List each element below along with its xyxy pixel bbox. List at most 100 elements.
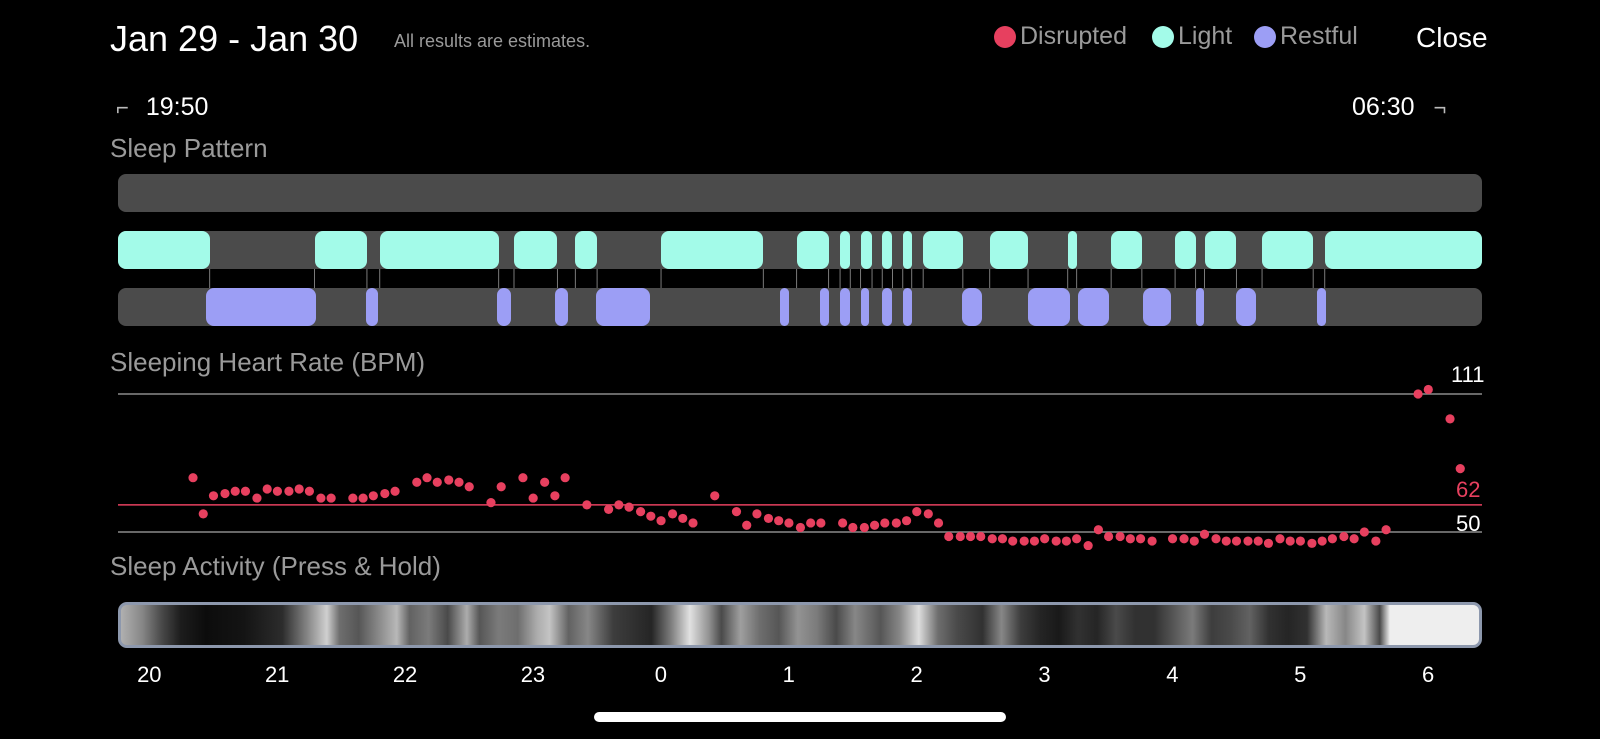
axis-hour-label: 3 bbox=[1038, 662, 1051, 687]
light-segment bbox=[902, 231, 912, 269]
heart-rate-point bbox=[198, 509, 208, 519]
heart-rate-point bbox=[656, 516, 666, 526]
end-time: 06:30 ¬ bbox=[1352, 93, 1446, 122]
heart-rate-point bbox=[965, 531, 976, 542]
heart-rate-point bbox=[731, 507, 742, 517]
heart-rate-point bbox=[294, 484, 304, 494]
heart-rate-point bbox=[816, 518, 826, 528]
heart-rate-point bbox=[646, 511, 656, 521]
restful-segment bbox=[840, 288, 851, 326]
heart-rate-point bbox=[188, 473, 198, 483]
hr-max-label: 111 bbox=[1451, 362, 1485, 387]
sleep-pattern-chart[interactable] bbox=[117, 174, 1482, 326]
heart-rate-point bbox=[1167, 534, 1178, 544]
heart-rate-point bbox=[997, 534, 1008, 544]
restful-dot-icon bbox=[1254, 25, 1276, 48]
light-segment bbox=[661, 231, 764, 269]
axis-hour-label: 4 bbox=[1166, 662, 1179, 687]
heart-rate-point bbox=[614, 500, 624, 510]
heart-rate-point bbox=[304, 486, 314, 496]
heart-rate-point bbox=[1349, 534, 1359, 544]
light-segment bbox=[314, 231, 367, 269]
light-segment bbox=[989, 231, 1029, 269]
legend-label: Restful bbox=[1280, 22, 1358, 50]
heart-rate-point bbox=[635, 507, 646, 517]
restful-segment bbox=[779, 288, 789, 326]
heart-rate-point bbox=[582, 500, 592, 510]
heart-rate-point bbox=[368, 491, 378, 501]
heart-rate-point bbox=[284, 486, 294, 496]
light-dot-icon bbox=[1152, 25, 1174, 48]
heart-rate-point bbox=[1019, 536, 1029, 546]
heart-rate-point bbox=[1147, 536, 1157, 546]
restful-segment bbox=[497, 288, 512, 326]
heart-rate-point bbox=[464, 482, 474, 492]
heart-rate-point bbox=[624, 502, 634, 512]
restful-segment bbox=[1195, 288, 1205, 326]
start-time: ⌐ 19:50 bbox=[116, 93, 208, 122]
heart-rate-point bbox=[252, 493, 262, 503]
sleep-activity-bar[interactable] bbox=[118, 602, 1482, 648]
heart-rate-point bbox=[869, 520, 880, 530]
heart-rate-point bbox=[1115, 531, 1125, 542]
light-segment bbox=[575, 231, 598, 269]
heart-rate-point bbox=[380, 488, 390, 499]
hr-avg-label: 62 bbox=[1456, 477, 1481, 502]
heart-rate-point bbox=[518, 473, 528, 483]
heart-rate-point bbox=[1199, 529, 1210, 539]
heart-rate-point bbox=[806, 518, 816, 528]
heart-rate-point bbox=[1253, 536, 1263, 546]
restful-track bbox=[118, 288, 1482, 326]
heart-rate-point bbox=[1423, 384, 1433, 395]
heart-rate-point bbox=[1455, 464, 1465, 474]
heart-rate-point bbox=[422, 473, 432, 483]
heart-rate-point bbox=[1307, 538, 1317, 548]
heart-rate-point bbox=[1371, 536, 1381, 546]
heart-rate-point bbox=[891, 518, 901, 528]
restful-segment bbox=[860, 288, 870, 326]
restful-segment bbox=[1236, 288, 1256, 326]
heart-rate-point bbox=[230, 486, 240, 496]
heart-rate-point bbox=[1231, 536, 1242, 546]
heart-rate-point bbox=[1359, 527, 1369, 537]
heart-rate-point bbox=[848, 522, 858, 533]
heart-rate-point bbox=[1189, 536, 1199, 546]
heart-rate-point bbox=[795, 522, 806, 533]
heart-rate-point bbox=[1061, 536, 1072, 546]
heart-rate-point bbox=[1125, 534, 1135, 544]
start-time-label: 19:50 bbox=[145, 93, 209, 121]
heart-rate-point bbox=[496, 482, 506, 492]
heart-rate-point bbox=[1072, 534, 1082, 544]
heart-rate-point bbox=[688, 518, 698, 528]
axis-hour-label: 21 bbox=[264, 662, 290, 687]
heart-rate-point bbox=[923, 509, 933, 519]
end-time-label: 06:30 bbox=[1352, 93, 1415, 121]
restful-segment bbox=[1077, 288, 1109, 326]
heart-rate-point bbox=[1135, 534, 1146, 544]
heart-rate-point bbox=[454, 477, 464, 487]
heart-rate-point bbox=[1275, 534, 1285, 544]
legend-disrupted: Disrupted bbox=[994, 22, 1127, 51]
axis-hour-label: 22 bbox=[392, 662, 418, 687]
end-bracket-icon: ¬ bbox=[1433, 95, 1447, 120]
home-indicator[interactable] bbox=[594, 712, 1006, 722]
heart-rate-point bbox=[710, 491, 720, 501]
close-button[interactable]: Close bbox=[1416, 22, 1488, 53]
heart-rate-point bbox=[348, 493, 358, 503]
heart-rate-point bbox=[604, 504, 614, 514]
heart-rate-chart[interactable] bbox=[0, 360, 1600, 550]
heart-rate-point bbox=[859, 522, 869, 533]
heart-rate-point bbox=[774, 516, 784, 526]
heart-rate-point bbox=[1285, 536, 1295, 546]
restful-segment bbox=[1143, 288, 1172, 326]
heart-rate-point bbox=[1083, 540, 1093, 550]
heart-rate-point bbox=[1040, 534, 1050, 544]
light-segment bbox=[513, 231, 558, 269]
axis-hour-label: 6 bbox=[1421, 662, 1435, 687]
axis-hour-label: 0 bbox=[654, 662, 667, 687]
heart-rate-point bbox=[486, 497, 496, 508]
restful-segment bbox=[554, 288, 568, 326]
legend-label: Light bbox=[1178, 22, 1233, 50]
heart-rate-point bbox=[1008, 536, 1018, 546]
light-segment bbox=[1067, 231, 1077, 269]
